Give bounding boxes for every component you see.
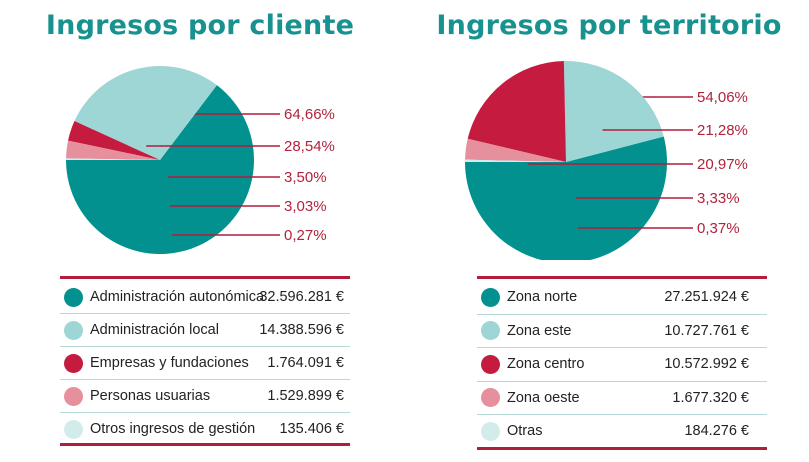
- pie-slice-4: [66, 140, 160, 160]
- chart-title: Ingresos por cliente: [45, 10, 355, 41]
- legend-item: Empresas y fundaciones 1.764.091 €: [60, 348, 350, 378]
- legend-label: Personas usuarias: [90, 388, 211, 404]
- legend-value: 10.727.761 €: [664, 322, 749, 339]
- legend-top-rule: [477, 276, 767, 279]
- legend-value: 184.276 €: [684, 423, 749, 440]
- pie-slice-2: [74, 66, 217, 160]
- legend-swatch: [64, 419, 83, 439]
- percent-label: 28,54%: [284, 138, 335, 155]
- legend-separator: [477, 380, 767, 382]
- legend-separator: [60, 346, 350, 347]
- legend-value: 10.572.992 €: [664, 356, 749, 373]
- pie-chart-cliente: 64,66% 28,54% 3,50% 3,03% 0,27%: [65, 66, 335, 254]
- chart-title: Ingresos por territorio: [436, 10, 782, 41]
- pie-chart-territorio: 54,06% 21,28% 20,97% 3,33% 0,37%: [465, 60, 748, 260]
- legend-swatch: [64, 320, 83, 340]
- percent-label: 3,33%: [697, 190, 740, 207]
- legend-label: Zona oeste: [507, 389, 580, 406]
- legend-swatch: [481, 321, 500, 341]
- legend-label: Zona norte: [507, 289, 578, 305]
- legend-bottom-rule: [60, 443, 350, 446]
- legend-swatch: [481, 354, 500, 374]
- percent-label: 54,06%: [697, 89, 748, 106]
- legend-separator: [60, 379, 350, 380]
- legend-label: Administración local: [90, 322, 219, 338]
- percent-label: 0,37%: [697, 220, 740, 237]
- legend-item: Zona oeste 1.677.320 €: [477, 383, 767, 413]
- percent-label: 21,28%: [697, 122, 748, 139]
- legend-separator: [477, 313, 767, 315]
- percent-label: 3,50%: [284, 169, 327, 186]
- pie-slice-5: [465, 159, 566, 162]
- legend-item: Personas usuarias 1.529.899 €: [60, 381, 350, 411]
- legend-value: 32.596.281 €: [259, 289, 344, 305]
- pie-slice-4: [465, 138, 566, 162]
- legend-label: Otras: [507, 423, 543, 440]
- legend-territorio: Zona norte 27.251.924 € Zona este 10.727.76…: [477, 282, 767, 448]
- legend-item: Administración local 14.388.596 €: [60, 315, 350, 345]
- percent-label: 0,27%: [284, 227, 327, 244]
- percent-label: 3,03%: [284, 198, 327, 215]
- chart-panel-cliente: Ingresos por cliente 64,66% 28,54% 3,50% 3,…: [0, 0, 400, 462]
- legend-label: Zona centro: [507, 356, 585, 373]
- chart-panel-territorio: Ingresos por territorio 54,06% 21,28% 20,9…: [409, 0, 809, 462]
- legend-value: 27.251.924 €: [664, 289, 749, 305]
- legend-swatch: [64, 353, 83, 373]
- legend-label: Zona este: [507, 322, 572, 339]
- percent-label: 20,97%: [697, 156, 748, 173]
- pie-slice-1: [66, 85, 255, 254]
- legend-value: 1.529.899 €: [267, 388, 344, 404]
- legend-item: Otras 184.276 €: [477, 416, 767, 446]
- legend-value: 1.677.320 €: [672, 389, 749, 406]
- legend-top-rule: [60, 276, 350, 279]
- legend-value: 1.764.091 €: [267, 355, 344, 371]
- legend-item: Zona este 10.727.761 €: [477, 316, 767, 346]
- legend-item: Otros ingresos de gestión 135.406 €: [60, 414, 350, 444]
- legend-swatch: [64, 287, 83, 307]
- pie-slice-3: [467, 61, 566, 162]
- legend-swatch: [481, 421, 500, 441]
- pie-slice-5: [65, 158, 160, 160]
- legend-separator: [60, 412, 350, 413]
- legend-label: Otros ingresos de gestión: [90, 421, 256, 437]
- pie-slice-3: [68, 121, 160, 160]
- legend-label: Administración autonómica: [90, 289, 265, 305]
- legend-label: Empresas y fundaciones: [90, 355, 249, 371]
- pie-slice-2: [563, 60, 664, 163]
- legend-bottom-rule: [477, 447, 767, 450]
- legend-separator: [477, 414, 767, 416]
- legend-separator: [60, 313, 350, 314]
- legend-item: Zona centro 10.572.992 €: [477, 349, 767, 379]
- legend-separator: [477, 347, 767, 349]
- legend-swatch: [481, 287, 500, 307]
- legend-value: 135.406 €: [279, 421, 344, 437]
- legend-item: Administración autonómica 32.596.281 €: [60, 282, 350, 312]
- legend-item: Zona norte 27.251.924 €: [477, 282, 767, 312]
- legend-swatch: [64, 386, 83, 406]
- legend-cliente: Administración autonómica 32.596.281 € Adm…: [60, 282, 350, 442]
- pie-slice-1: [465, 136, 667, 260]
- legend-value: 14.388.596 €: [259, 322, 344, 338]
- legend-swatch: [481, 388, 500, 408]
- percent-label: 64,66%: [284, 106, 335, 123]
